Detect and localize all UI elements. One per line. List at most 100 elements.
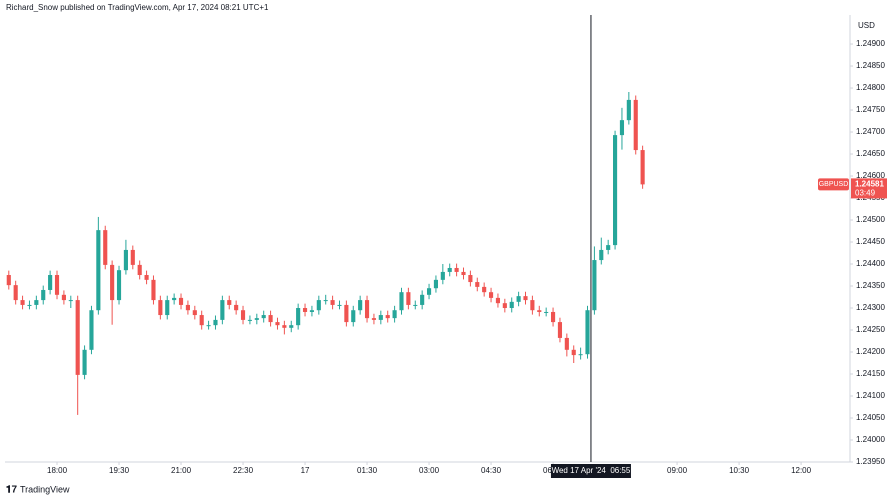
- candle-body: [613, 135, 618, 246]
- candle-body: [110, 264, 115, 301]
- candle-body: [213, 319, 218, 326]
- candle-body: [433, 279, 439, 289]
- x-tick-label: 22:30: [233, 466, 254, 475]
- candle-body: [316, 300, 321, 311]
- candle-body: [585, 310, 590, 355]
- y-tick-label: 1.24850: [856, 61, 885, 70]
- candle-body: [468, 275, 473, 283]
- candle-body: [502, 303, 507, 309]
- candle-body: [172, 297, 177, 301]
- candle-body: [227, 300, 232, 305]
- candle-body: [413, 304, 418, 306]
- y-tick-label: 1.24700: [856, 127, 885, 136]
- candle-body: [364, 300, 370, 319]
- candle-body: [599, 249, 604, 261]
- candle-body: [282, 325, 287, 328]
- candle-body: [516, 296, 521, 302]
- candle-body: [420, 294, 425, 305]
- candle-body: [454, 267, 459, 272]
- candle-body: [475, 282, 480, 287]
- candle-body: [495, 297, 501, 304]
- candle-body: [426, 288, 432, 295]
- candle-body: [330, 300, 335, 305]
- candle-body: [206, 325, 211, 327]
- x-tick-label: 17: [301, 466, 310, 475]
- candle-body: [165, 300, 170, 316]
- candle-body: [509, 301, 514, 309]
- candle-body: [116, 270, 122, 301]
- candle-body: [75, 300, 80, 375]
- candle-body: [137, 264, 142, 276]
- candle-body: [358, 300, 363, 311]
- candle-body: [606, 245, 611, 250]
- candle-body: [68, 300, 73, 302]
- candle-body: [13, 285, 18, 301]
- y-tick-label: 1.24100: [856, 391, 885, 400]
- candle-body: [530, 300, 535, 311]
- candle-body: [619, 120, 625, 136]
- y-tick-label: 1.24200: [856, 347, 885, 356]
- symbol-tag: GBPUSD: [819, 181, 849, 188]
- candle-body: [351, 310, 356, 323]
- crosshair-label: Wed 17 Apr '24 06:55: [552, 466, 631, 475]
- candle-body: [130, 249, 135, 265]
- footer: TradingView: [20, 484, 70, 494]
- last-price: 1.24581: [855, 179, 884, 188]
- y-tick-label: 1.24000: [856, 435, 885, 444]
- x-tick-label: 18:00: [47, 466, 68, 475]
- candle-body: [447, 267, 452, 272]
- candle-body: [302, 308, 308, 312]
- candle-body: [268, 315, 273, 323]
- candle-body: [199, 315, 204, 326]
- candle-body: [41, 289, 46, 301]
- candle-body: [406, 292, 411, 305]
- candle-body: [461, 271, 466, 276]
- candle-body: [337, 304, 342, 306]
- candle-body: [261, 315, 266, 319]
- candle-body: [371, 318, 377, 320]
- x-tick-label: 10:30: [729, 466, 750, 475]
- candle-body: [440, 271, 445, 280]
- candle-body: [247, 319, 252, 321]
- y-tick-label: 1.24050: [856, 413, 885, 422]
- y-tick-label: 1.24350: [856, 281, 885, 290]
- candle-body: [103, 230, 108, 265]
- candle-body: [392, 310, 397, 319]
- candle-body: [488, 292, 494, 298]
- candle-body: [626, 99, 631, 121]
- candle-body: [482, 286, 487, 293]
- candle-body: [296, 308, 301, 326]
- candle-body: [544, 311, 549, 313]
- candle-body: [6, 275, 11, 286]
- candle-body: [185, 304, 190, 311]
- candle-body: [323, 300, 328, 302]
- candle-body: [557, 322, 563, 338]
- x-tick-label: 04:30: [481, 466, 502, 475]
- candle-body: [571, 349, 576, 356]
- candle-body: [123, 249, 128, 271]
- candle-body: [564, 337, 569, 350]
- candle-body: [289, 325, 294, 328]
- candle-body: [385, 315, 390, 319]
- y-tick-label: 1.24600: [856, 171, 885, 180]
- candle-body: [27, 304, 32, 306]
- candle-body: [399, 292, 404, 311]
- x-tick-label: 09:00: [667, 466, 688, 475]
- x-tick-label: 03:00: [419, 466, 440, 475]
- footer-logo: 𝟏7 TradingView: [6, 484, 70, 495]
- candle-body: [234, 304, 239, 311]
- x-tick-label: 21:00: [171, 466, 192, 475]
- header: Richard_Snow published on TradingView.co…: [6, 3, 269, 12]
- candle-body: [178, 297, 184, 305]
- x-tick-label: 12:00: [791, 466, 812, 475]
- candle-body: [537, 310, 542, 312]
- candle-body: [158, 300, 163, 316]
- y-tick-label: 1.24500: [856, 215, 885, 224]
- candle-body: [550, 311, 556, 323]
- candle-body: [82, 349, 87, 375]
- candle-body: [151, 279, 156, 301]
- candle-body: [378, 315, 383, 320]
- candle-body: [96, 230, 101, 311]
- candle-body: [633, 99, 638, 151]
